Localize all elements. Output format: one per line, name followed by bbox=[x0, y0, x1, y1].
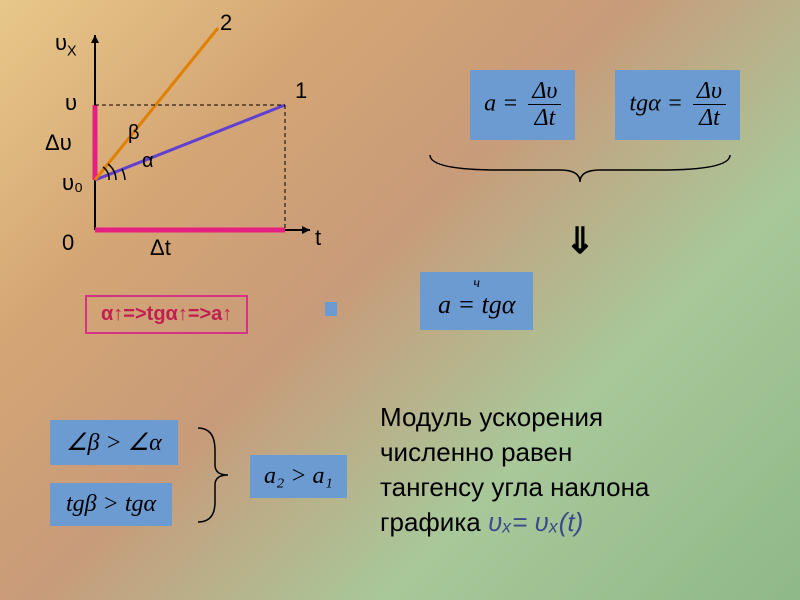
velocity-graph: υX t 0 υ υ₀ Δυ Δt 1 2 α β bbox=[50, 30, 330, 270]
tan-inequality: tgβ > tgα bbox=[50, 483, 172, 526]
decorative-square bbox=[325, 302, 337, 316]
x-axis-label: t bbox=[315, 225, 321, 251]
formula-a: a = ΔυΔt bbox=[470, 70, 575, 140]
line1-label: 1 bbox=[295, 78, 307, 104]
inequalities-group: ∠β > ∠α tgβ > tgα bbox=[50, 420, 178, 544]
v-label: υ bbox=[65, 90, 77, 116]
explanation-text: Модуль ускорения численно равен тангенсу… bbox=[380, 400, 770, 540]
top-formulas: a = ΔυΔt tgα = ΔυΔt bbox=[470, 70, 740, 140]
dt-label: Δt bbox=[150, 235, 171, 261]
formula-result: ч a = tgα bbox=[420, 272, 533, 330]
dv-label: Δυ bbox=[45, 130, 72, 156]
v0-label: υ₀ bbox=[62, 170, 83, 196]
line2-label: 2 bbox=[220, 10, 232, 36]
beta-label: β bbox=[128, 122, 140, 145]
implication-box: α↑=>tgα↑=>a↑ bbox=[85, 295, 248, 334]
derivation-brace: ⇓ ч a = tgα bbox=[420, 150, 740, 330]
brace-icon bbox=[190, 420, 250, 530]
y-axis-label: υX bbox=[55, 30, 77, 59]
alpha-label: α bbox=[142, 150, 154, 173]
a2-gt-a1: a₂ > a₁ bbox=[250, 455, 347, 498]
angle-inequality: ∠β > ∠α bbox=[50, 420, 178, 465]
down-arrow-icon: ⇓ bbox=[420, 220, 740, 262]
origin-label: 0 bbox=[62, 230, 74, 256]
formula-tga: tgα = ΔυΔt bbox=[615, 70, 740, 140]
